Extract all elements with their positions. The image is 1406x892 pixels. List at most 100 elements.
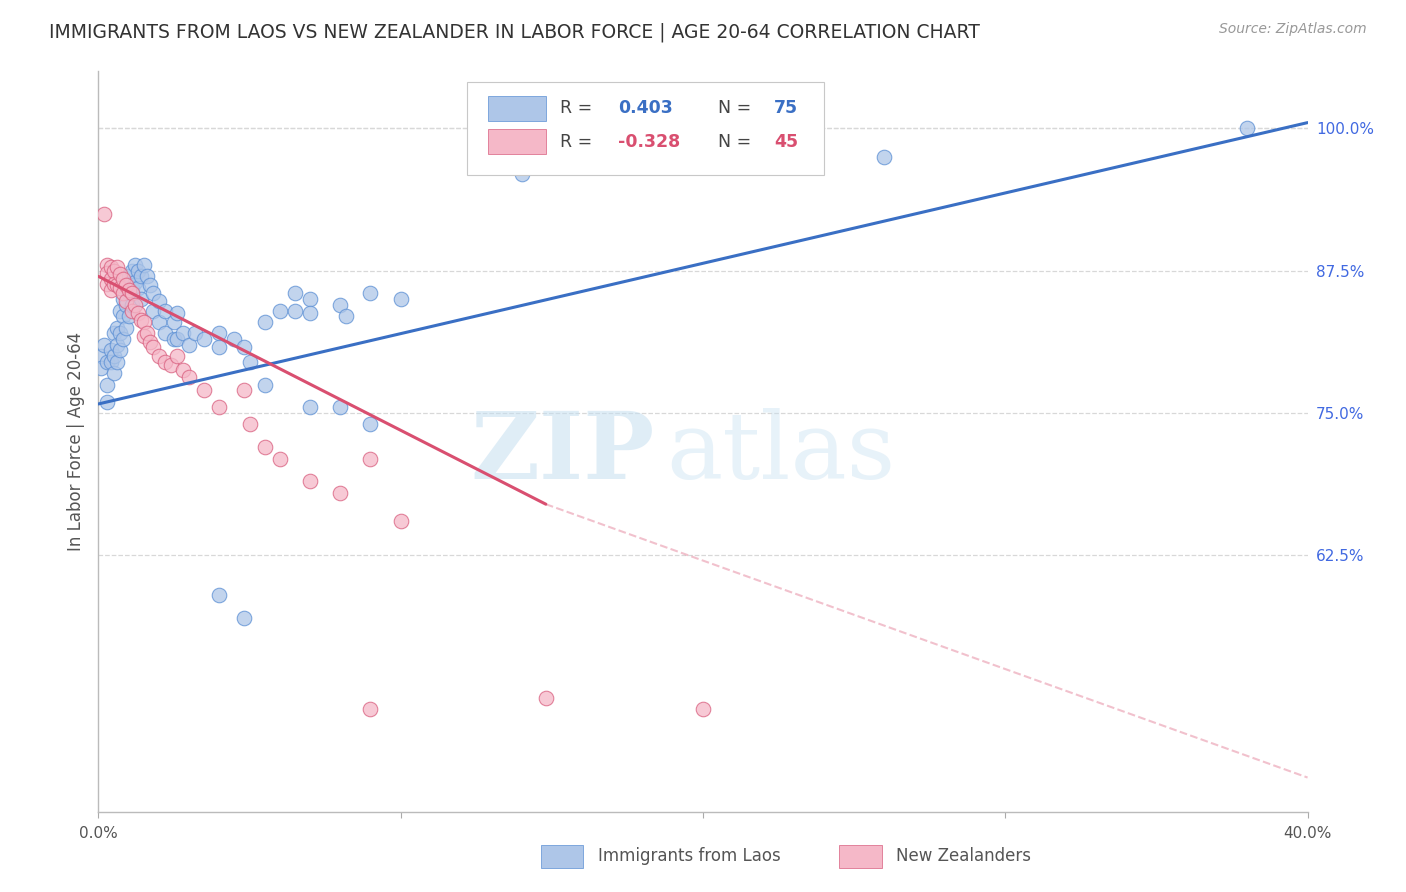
Point [139,335,162,350]
Point [284,286,307,301]
Text: atlas: atlas [666,408,896,498]
Point [93,207,115,221]
Point [129,292,152,306]
Point [93,337,115,351]
Point [114,278,136,293]
Point [121,303,143,318]
Point [299,401,322,415]
Point [193,332,215,346]
Point [360,451,382,466]
Point [692,702,714,716]
Point [163,332,186,346]
Text: R =: R = [561,133,598,151]
Point [90,349,112,363]
Point [179,369,201,384]
Point [172,363,194,377]
Point [148,349,170,363]
Text: ZIP: ZIP [471,408,655,498]
Point [873,150,896,164]
Point [208,340,231,354]
FancyBboxPatch shape [467,82,824,175]
Point [232,340,254,354]
Point [100,343,122,358]
Text: N =: N = [717,133,756,151]
Point [111,286,134,301]
Point [329,298,352,312]
Point [389,514,412,528]
Point [121,263,143,277]
Point [118,310,141,324]
Point [103,263,125,277]
Point [1236,121,1258,136]
Text: New Zealanders: New Zealanders [896,847,1031,865]
Point [124,275,146,289]
FancyBboxPatch shape [488,95,546,121]
Point [163,315,186,329]
Point [193,384,215,398]
Point [232,384,254,398]
Point [142,340,165,354]
Point [114,320,136,334]
Point [90,360,112,375]
Point [96,277,118,292]
Point [534,690,557,705]
Point [114,281,136,295]
Point [121,281,143,295]
Point [135,269,157,284]
Point [129,312,152,326]
Point [166,306,188,320]
Point [208,401,231,415]
Text: Source: ZipAtlas.com: Source: ZipAtlas.com [1219,22,1367,37]
Point [360,417,382,432]
Point [139,278,162,293]
Point [96,258,118,272]
Text: R =: R = [561,99,598,118]
Point [153,303,176,318]
Point [132,258,155,272]
Point [103,366,125,380]
Point [179,337,201,351]
Point [360,702,382,716]
Point [208,588,231,602]
Point [153,355,176,369]
Text: 45: 45 [775,133,799,151]
Y-axis label: In Labor Force | Age 20-64: In Labor Force | Age 20-64 [66,332,84,551]
Point [111,271,134,285]
Point [100,260,122,275]
Point [108,343,131,358]
Point [103,349,125,363]
Point [96,377,118,392]
Point [142,286,165,301]
Point [389,292,412,306]
Point [105,337,128,351]
Point [329,485,352,500]
Point [269,303,291,318]
Point [111,310,134,324]
Point [108,267,131,281]
Point [299,475,322,489]
Point [103,277,125,292]
Point [118,283,141,297]
Point [166,332,188,346]
Point [148,315,170,329]
Point [132,328,155,343]
Point [184,326,207,341]
Text: Immigrants from Laos: Immigrants from Laos [598,847,780,865]
Point [239,417,262,432]
Point [172,326,194,341]
Point [232,611,254,625]
Point [114,294,136,309]
Text: N =: N = [717,99,756,118]
Point [299,292,322,306]
Point [127,306,149,320]
Point [239,355,262,369]
Point [105,355,128,369]
Point [127,281,149,295]
Point [111,292,134,306]
Point [208,326,231,341]
Point [124,298,146,312]
Point [510,167,533,181]
Point [108,281,131,295]
Point [96,266,118,280]
Point [299,306,322,320]
